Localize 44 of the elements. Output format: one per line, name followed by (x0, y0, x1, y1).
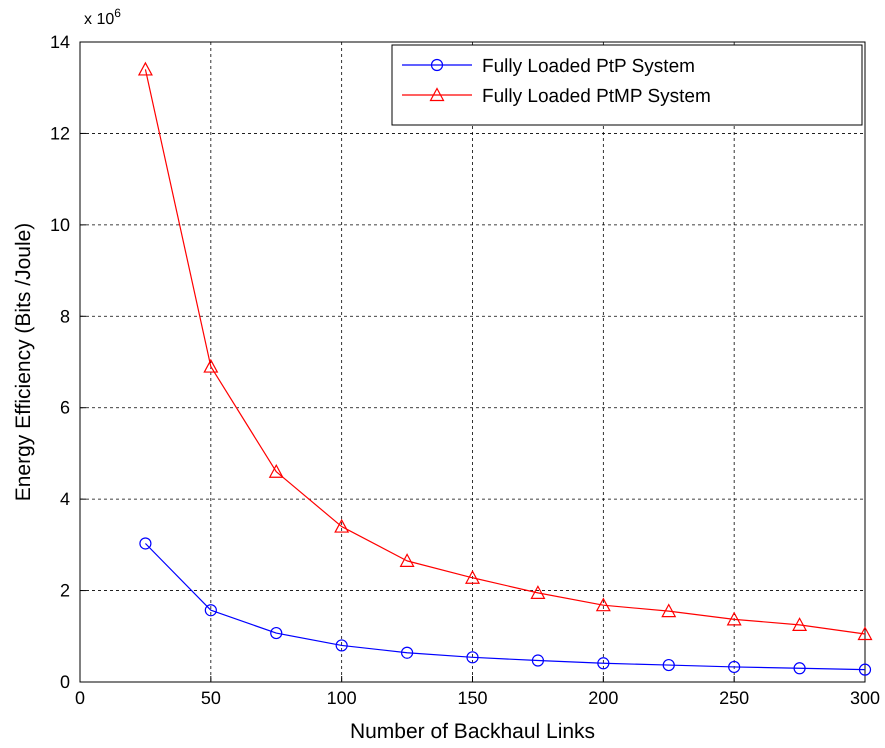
x-axis-title: Number of Backhaul Links (350, 720, 596, 743)
point (532, 654, 544, 667)
text: x 10$^{6}$ (84, 6, 122, 28)
y-tick-label: 0 (60, 672, 70, 692)
point (727, 612, 742, 626)
x-tick-label: 200 (588, 688, 618, 708)
x-tick-label: 250 (719, 688, 750, 708)
x-tick-label: 0 (74, 688, 86, 708)
point (597, 657, 610, 670)
legend-label: Fully Loaded PtMP System (482, 86, 711, 107)
point (728, 660, 740, 674)
point (596, 598, 610, 612)
y-tick-label: 8 (60, 306, 70, 326)
point (336, 639, 348, 652)
y-tick-label: 12 (50, 123, 70, 144)
point (139, 537, 152, 550)
point (530, 586, 546, 599)
legend-label: Fully Loaded PtP System (482, 56, 695, 77)
y-tick-label: 14 (50, 32, 70, 52)
point (400, 554, 414, 567)
point (792, 618, 807, 631)
point (858, 626, 872, 640)
point (138, 62, 153, 76)
point (204, 359, 218, 373)
point (334, 519, 349, 533)
y-tick-label: 4 (60, 489, 70, 510)
x-tick-label: 100 (326, 688, 357, 708)
x-tick-label: 150 (457, 688, 488, 708)
point (400, 646, 414, 659)
y-axis-title: Energy Efficiency (Bits /Joule) (12, 222, 35, 502)
point (793, 662, 806, 674)
y-tick-label: 10 (50, 214, 70, 235)
point (858, 664, 872, 676)
point (662, 658, 675, 672)
y-tick-label: 2 (60, 580, 70, 601)
point (204, 604, 217, 616)
point (270, 626, 282, 640)
point (662, 604, 676, 618)
point (269, 464, 284, 478)
point (465, 570, 480, 584)
y-tick-label: 6 (60, 398, 70, 418)
x-tick-label: 50 (200, 688, 221, 708)
point (466, 651, 479, 664)
x-tick-label: 300 (850, 688, 880, 708)
